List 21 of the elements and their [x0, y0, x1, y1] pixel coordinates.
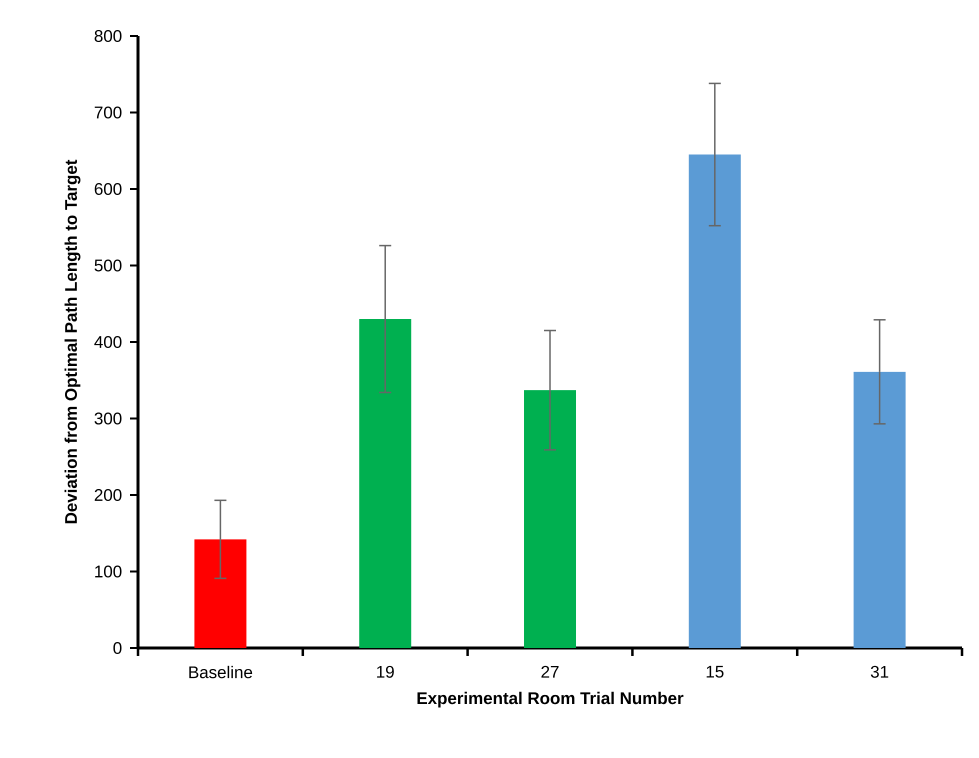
y-tick-label: 400 [94, 336, 122, 348]
y-tick-label: 800 [94, 30, 122, 42]
y-tick-label: 600 [94, 182, 122, 195]
y-tick-label: 500 [94, 259, 122, 272]
x-tick-label: Baseline [189, 666, 252, 678]
x-tick-label: 15 [706, 666, 724, 678]
x-tick-label: 19 [377, 666, 394, 678]
y-tick-label: 0 [113, 642, 122, 654]
bar [854, 372, 906, 648]
y-tick-label: 300 [94, 412, 122, 424]
y-tick-label: 700 [94, 106, 122, 118]
x-tick-label: 27 [541, 666, 559, 678]
y-tick-label: 200 [94, 488, 122, 501]
bar [524, 390, 576, 648]
bar [194, 539, 246, 648]
x-tick-label: 31 [870, 666, 888, 678]
y-axis-title: Deviation from Optimal Path Length to Target [64, 160, 80, 524]
bar [359, 319, 412, 648]
y-tick-label: 100 [95, 565, 122, 578]
bar [688, 154, 741, 648]
x-axis-title: Experimental Room Trial Number [418, 692, 684, 708]
